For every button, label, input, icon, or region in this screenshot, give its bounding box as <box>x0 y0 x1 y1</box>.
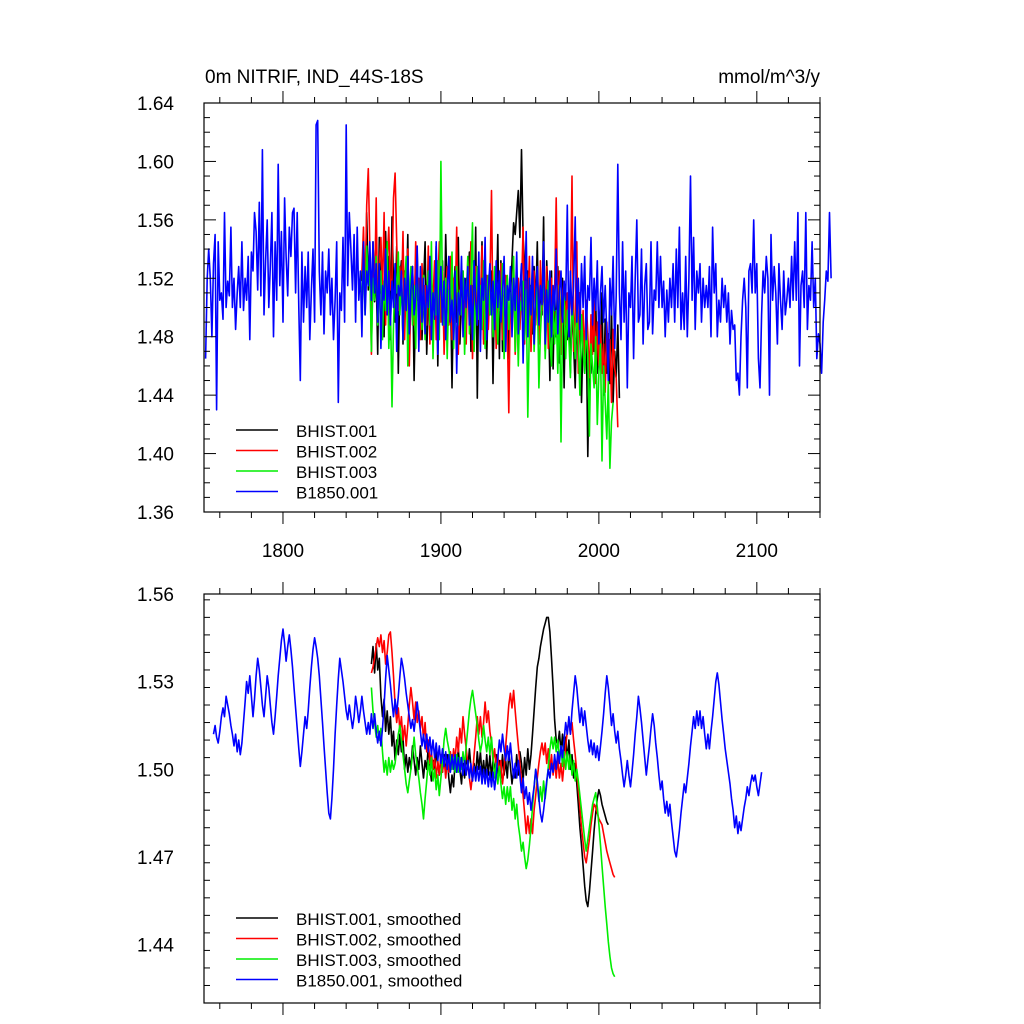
chart-title: 0m NITRIF, IND_44S-18S <box>205 67 424 88</box>
y-tick-label: 1.40 <box>137 445 174 466</box>
ticks-layer-bottom: 1.44 1.47 1.50 1.53 1.56 <box>137 582 821 1015</box>
series-line-4 <box>204 119 832 411</box>
y-tick-label: 1.36 <box>137 503 174 524</box>
legend-bottom: BHIST.001, smoothed BHIST.002, smoothedBH… <box>236 910 462 991</box>
y-tick-label: 1.47 <box>137 848 174 869</box>
series-line-3 <box>370 687 616 978</box>
legend-label: B1850.001, smoothed <box>296 972 462 991</box>
x-tick-label: 2000 <box>578 541 620 562</box>
y-tick-label: 1.50 <box>137 760 174 781</box>
bottom-panel: 1.44 1.47 1.50 1.53 1.56 BHIST.001, smoothed… <box>137 582 821 1015</box>
legend-label: BHIST.003 <box>296 463 377 482</box>
ticks-layer-top: 1.36 1.40 1.44 1.48 1.52 1.56 1.60 1.64 1800 1900… <box>137 91 821 562</box>
series-layer-top <box>204 119 832 469</box>
y-tick-label: 1.44 <box>137 936 174 957</box>
legend-label: B1850.001 <box>296 484 378 503</box>
y-tick-label: 1.64 <box>137 94 174 115</box>
legend-label: BHIST.001, smoothed <box>296 910 461 929</box>
plot-frame-bottom <box>203 593 821 1004</box>
y-tick-label: 1.60 <box>137 152 174 173</box>
y-tick-label: 1.56 <box>137 585 174 606</box>
x-tick-label: 2100 <box>736 541 778 562</box>
y-tick-label: 1.44 <box>137 386 174 407</box>
legend-label: BHIST.001 <box>296 422 377 441</box>
y-tick-label: 1.53 <box>137 673 174 694</box>
legend-label: BHIST.003, smoothed <box>296 951 461 970</box>
series-layer-bottom <box>212 616 763 978</box>
y-tick-label: 1.52 <box>137 269 174 290</box>
units-label: mmol/m^3/y <box>718 67 820 88</box>
series-line-4 <box>212 628 763 858</box>
x-tick-label: 1800 <box>262 541 304 562</box>
plot-frame-top <box>203 102 821 513</box>
y-tick-label: 1.56 <box>137 211 174 232</box>
legend-label: BHIST.002 <box>296 443 377 462</box>
top-panel: 0m NITRIF, IND_44S-18S mmol/m^3/y 1.361.… <box>137 67 832 562</box>
y-tick-label: 1.48 <box>137 328 174 349</box>
legend-label: BHIST.002, smoothed <box>296 931 461 950</box>
x-tick-label: 1900 <box>420 541 462 562</box>
